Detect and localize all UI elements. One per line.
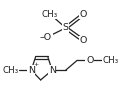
Text: CH₃: CH₃ — [102, 56, 119, 65]
Text: –O: –O — [40, 33, 52, 42]
Text: +: + — [33, 62, 38, 67]
Text: CH₃: CH₃ — [42, 10, 58, 19]
Text: O: O — [80, 36, 87, 45]
Text: O: O — [80, 10, 87, 19]
Text: CH₃: CH₃ — [2, 66, 19, 75]
Text: S: S — [63, 23, 69, 32]
Text: N: N — [49, 66, 56, 75]
Text: O: O — [86, 56, 93, 65]
Text: N: N — [28, 66, 35, 75]
